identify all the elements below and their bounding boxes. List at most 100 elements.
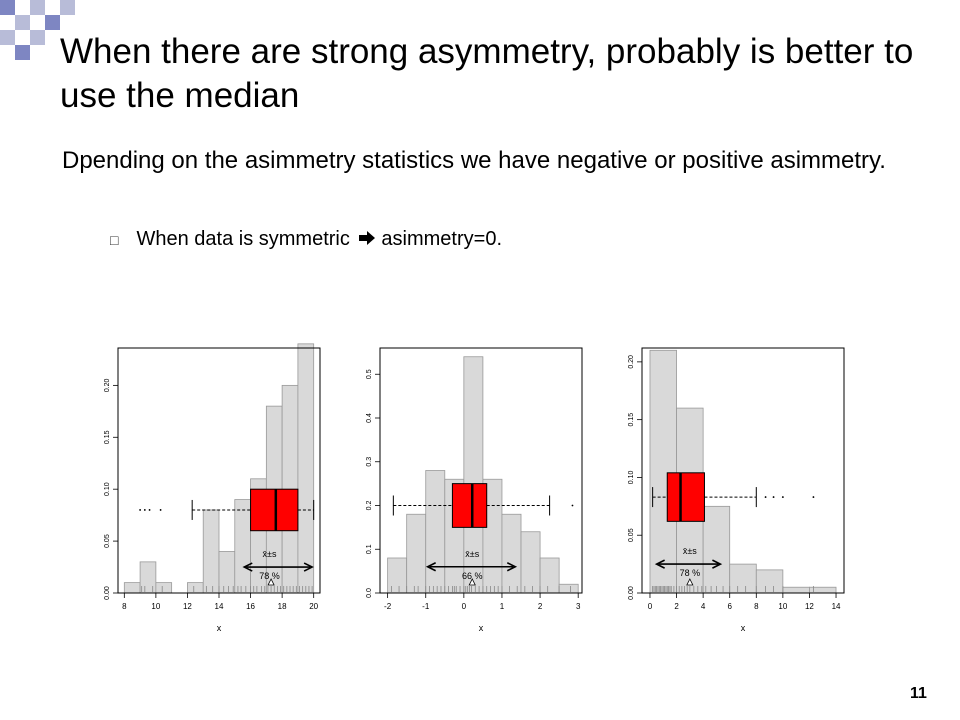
x-tick-label: 1: [500, 602, 505, 611]
y-tick-label: 0.20: [104, 378, 111, 392]
x-tick-label: 16: [246, 602, 255, 611]
boxplot-outlier: [764, 496, 767, 498]
right-arrow-icon: [359, 226, 377, 252]
x-tick-label: 4: [701, 602, 706, 611]
x-tick-label: 2: [538, 602, 543, 611]
histogram-bar: [139, 561, 157, 594]
deco-square: [0, 0, 15, 15]
y-tick-label: 0.20: [628, 355, 635, 369]
x-tick-label: 0: [648, 602, 653, 611]
x-axis-label: x: [741, 623, 746, 633]
mean-sd-arrowhead: [506, 562, 518, 572]
histogram-bar: [218, 551, 236, 594]
deco-square: [30, 0, 45, 15]
page-number: 11: [910, 685, 927, 702]
y-tick-label: 0.1: [366, 544, 373, 554]
plot-frame: [379, 347, 583, 594]
boxplot-box: [666, 472, 705, 522]
y-tick-label: 0.5: [366, 369, 373, 379]
histogram-bar: [649, 349, 677, 594]
mean-sd-arrowhead: [303, 562, 314, 572]
x-tick-label: 3: [576, 602, 581, 611]
y-tick-label: 0.00: [628, 586, 635, 600]
bullet-text-after: asimmetry=0.: [381, 228, 503, 250]
x-axis-label: x: [217, 623, 222, 633]
x-tick-label: 2: [674, 602, 679, 611]
boxplot-outlier: [139, 509, 141, 511]
deco-square: [30, 30, 45, 45]
histogram-bar: [387, 557, 408, 594]
boxplot-outlier: [159, 509, 162, 511]
y-tick-label: 0.3: [366, 457, 373, 467]
deco-square: [15, 45, 30, 60]
slide-title: When there are strong asymmetry, probabl…: [60, 32, 914, 115]
mean-sd-percent: 78 %: [259, 571, 280, 581]
histogram-bar: [501, 513, 522, 594]
mean-sd-percent: 78 %: [680, 568, 701, 578]
boxplot-outlier: [143, 509, 146, 511]
x-tick-label: 20: [309, 602, 318, 611]
boxplot-box: [451, 483, 488, 528]
x-tick-label: 10: [151, 602, 160, 611]
x-axis-label: x: [479, 623, 484, 633]
deco-square: [0, 30, 15, 45]
histogram-bar: [782, 586, 810, 594]
histogram-bar: [539, 557, 560, 594]
y-tick-label: 0.05: [628, 528, 635, 542]
y-tick-label: 0.05: [104, 534, 111, 548]
y-tick-label: 0.00: [104, 586, 111, 600]
x-tick-label: -1: [422, 602, 430, 611]
mean-marker-triangle: [686, 578, 694, 586]
mean-marker-triangle: [468, 578, 476, 586]
x-tick-label: -2: [384, 602, 392, 611]
mean-sd-arrowhead: [242, 562, 253, 572]
boxplot-box: [250, 488, 299, 532]
histogram-bar: [520, 531, 541, 594]
boxplot-outlier: [781, 496, 784, 498]
boxplot-outlier: [812, 496, 815, 498]
mean-sd-percent: 66 %: [462, 571, 483, 581]
histogram-bar: [202, 509, 220, 594]
mean-sd-label: x̄±s: [263, 549, 277, 559]
histogram-bar: [729, 563, 757, 594]
histogram-bar: [297, 343, 315, 594]
x-tick-label: 14: [215, 602, 224, 611]
body-text: Dpending on the asimmetry statistics we …: [62, 147, 886, 174]
histogram-bar: [187, 582, 204, 594]
x-tick-label: 10: [778, 602, 787, 611]
boxplot-outlier: [148, 509, 151, 511]
mean-sd-label: x̄±s: [465, 549, 479, 559]
histogram-bar: [234, 499, 251, 594]
mean-marker-triangle: [267, 578, 275, 586]
y-tick-label: 0.15: [104, 430, 111, 444]
y-tick-label: 0.4: [366, 413, 373, 423]
mean-sd-label: x̄±s: [683, 546, 697, 556]
histogram-chart-1: x̄±s 78 % 8 10 12 14 16 18 20 0.00 0.05 0.10 0.15 0.2…: [104, 343, 321, 633]
y-tick-label: 0.0: [366, 588, 373, 598]
deco-square: [15, 15, 30, 30]
y-tick-label: 0.15: [628, 413, 635, 427]
mean-sd-arrowhead: [654, 559, 665, 569]
x-tick-label: 18: [278, 602, 287, 611]
x-tick-label: 14: [832, 602, 841, 611]
x-tick-label: 8: [754, 602, 759, 611]
x-tick-label: 12: [183, 602, 192, 611]
y-tick-label: 0.10: [104, 482, 111, 496]
histogram-bar: [702, 505, 731, 594]
y-tick-label: 0.10: [628, 471, 635, 485]
deco-square: [60, 0, 75, 15]
histogram-chart-2: x̄±s 66 % -2 -1 0 1 2 3 0.0 0.1 0.2 0.3 0.4 0.5 x: [366, 347, 583, 633]
histogram-chart-3: x̄±s 78 % 0 2 4 6 8 10 12 14 0.00 0.05 0.10 0.15 0.20 x: [628, 347, 845, 633]
histogram-bar: [425, 470, 446, 594]
x-tick-label: 0: [462, 602, 467, 611]
histogram-bar: [558, 583, 579, 594]
mean-sd-arrowhead: [425, 562, 436, 572]
y-tick-label: 0.2: [366, 501, 373, 511]
x-tick-label: 8: [122, 602, 127, 611]
bullet-text-before: When data is symmetric: [136, 228, 350, 250]
deco-square: [45, 15, 60, 30]
histogram-bar: [155, 582, 173, 594]
mean-sd-arrowhead: [712, 559, 723, 569]
bullet-item: □ When data is symmetric asimmetry=0.: [110, 226, 502, 253]
boxplot-outlier: [772, 496, 775, 498]
